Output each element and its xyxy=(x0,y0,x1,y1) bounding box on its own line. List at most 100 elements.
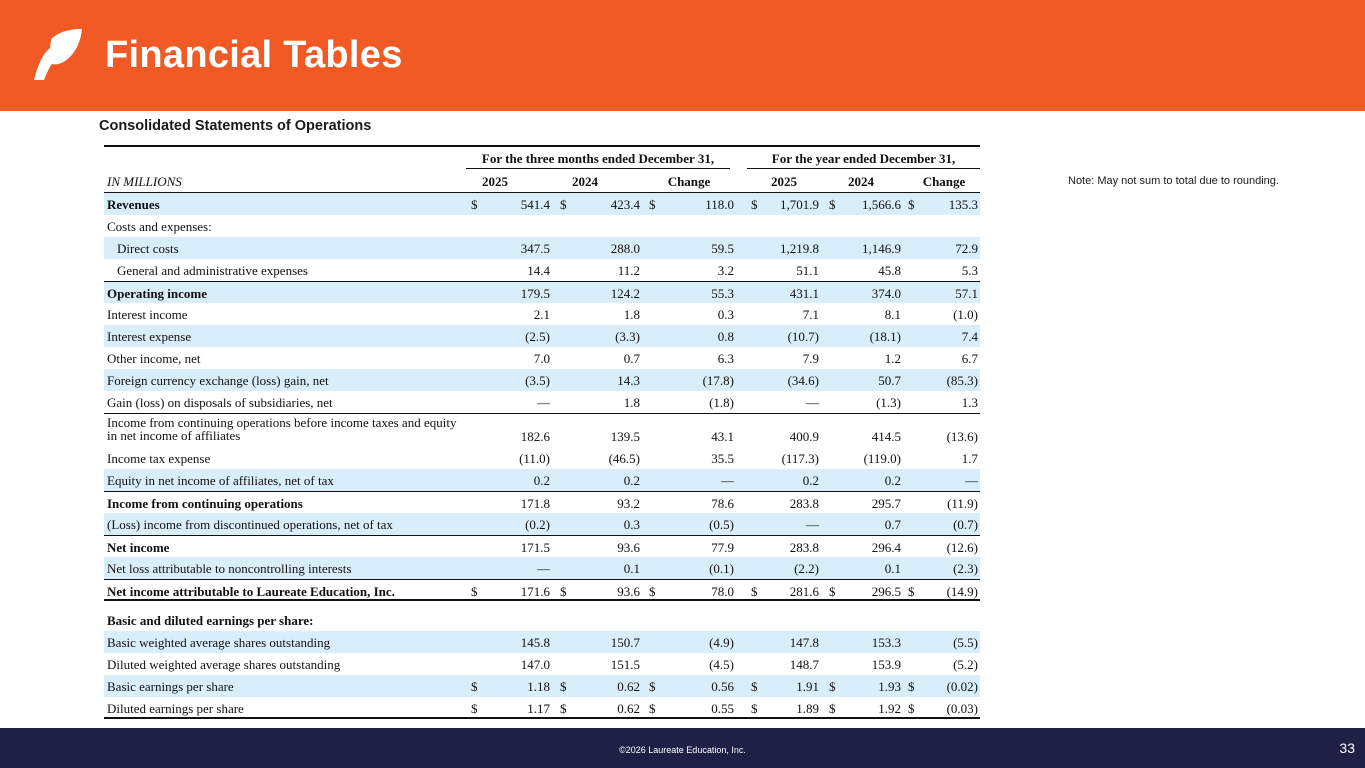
table-cell: 147.8 xyxy=(789,635,819,650)
table-cell: (119.0) xyxy=(863,451,901,466)
dollar-sign: $ xyxy=(751,584,758,599)
table-cell: (10.7) xyxy=(787,329,819,344)
table-cell: 1,701.9 xyxy=(780,197,819,212)
dollar-sign: $ xyxy=(908,197,915,212)
table-cell: 153.9 xyxy=(871,657,901,672)
table-cell: 153.3 xyxy=(871,635,901,650)
table-row: Equity in net income of affiliates, net … xyxy=(104,469,980,491)
table-cell: 14.3 xyxy=(617,373,640,388)
table-cell: 295.7 xyxy=(871,496,901,511)
table-cell: (85.3) xyxy=(946,373,978,388)
table-cell: 3.2 xyxy=(717,263,734,278)
table-cell: 0.1 xyxy=(623,561,640,576)
table-body: Revenues $541.4 $423.4 $118.0 $1,701.9 $1,566… xyxy=(104,193,980,719)
table-cell: 135.3 xyxy=(948,197,978,212)
table-cell: 1.7 xyxy=(961,451,978,466)
table-cell: 148.7 xyxy=(789,657,819,672)
table-row: Interest income 2.1 1.8 0.3 7.1 8.1 (1.0) xyxy=(104,303,980,325)
dollar-sign: $ xyxy=(560,701,567,716)
table-cell: (1.0) xyxy=(953,307,978,322)
column-header: Change xyxy=(667,174,711,189)
table-cell: 1,566.6 xyxy=(862,197,901,212)
table-row: Income from continuing operations 171.8 93… xyxy=(104,491,980,513)
dollar-sign: $ xyxy=(560,584,567,599)
table-row: Foreign currency exchange (loss) gain, n… xyxy=(104,369,980,391)
table-cell: 0.2 xyxy=(533,473,550,488)
table-cell: 7.4 xyxy=(961,329,978,344)
quarter-group-rule xyxy=(466,168,730,169)
dollar-sign: $ xyxy=(471,701,478,716)
dollar-sign: $ xyxy=(908,584,915,599)
table-cell: (11.9) xyxy=(947,496,978,511)
row-label: Income from continuing operations xyxy=(107,496,303,511)
table-cell: (11.0) xyxy=(519,451,550,466)
dollar-sign: $ xyxy=(471,197,478,212)
column-header: 2025 xyxy=(771,174,797,189)
table-cell: 1.92 xyxy=(878,701,901,716)
table-cell: 14.4 xyxy=(527,263,550,278)
table-cell: 423.4 xyxy=(610,197,640,212)
table-cell: (0.02) xyxy=(946,679,978,694)
table-cell: 1,146.9 xyxy=(862,241,901,256)
row-label: Net income xyxy=(107,540,170,555)
table-cell: 150.7 xyxy=(610,635,640,650)
table-row: Net loss attributable to noncontrolling … xyxy=(104,557,980,579)
table-cell: 6.7 xyxy=(961,351,978,366)
table-cell: 5.3 xyxy=(961,263,978,278)
table-cell: 1.89 xyxy=(796,701,819,716)
table-cell: (34.6) xyxy=(787,373,819,388)
table-cell: 414.5 xyxy=(871,429,901,444)
table-title: Consolidated Statements of Operations xyxy=(99,118,372,134)
dollar-sign: $ xyxy=(908,679,915,694)
table-cell: (13.6) xyxy=(946,429,978,444)
table-cell: 171.5 xyxy=(520,540,550,555)
table-row: Revenues $541.4 $423.4 $118.0 $1,701.9 $1,566… xyxy=(104,193,980,215)
table-cell: (1.8) xyxy=(709,395,734,410)
row-label: Income tax expense xyxy=(107,451,211,466)
table-cell: 11.2 xyxy=(617,263,640,278)
table-cell: 145.8 xyxy=(520,635,550,650)
copyright-text: ©2026 Laureate Education, Inc. xyxy=(619,745,746,755)
dollar-sign: $ xyxy=(649,679,656,694)
table-row: Net income attributable to Laureate Educ… xyxy=(104,579,980,601)
row-label: General and administrative expenses xyxy=(117,263,308,278)
table-cell: 171.6 xyxy=(520,584,550,599)
table-row: Basic and diluted earnings per share: xyxy=(104,601,980,631)
table-cell: 35.5 xyxy=(711,451,734,466)
table-cell: 347.5 xyxy=(520,241,550,256)
row-label: Foreign currency exchange (loss) gain, n… xyxy=(107,373,329,388)
table-cell: 77.9 xyxy=(711,540,734,555)
row-label: Income from continuing operations before… xyxy=(107,415,457,443)
column-header: 2024 xyxy=(848,174,874,189)
row-label: Interest income xyxy=(107,307,188,322)
table-cell: 171.8 xyxy=(520,496,550,511)
row-label: Interest expense xyxy=(107,329,192,344)
table-cell: 0.8 xyxy=(717,329,734,344)
table-cell: 2.1 xyxy=(533,307,550,322)
table-cell: 78.0 xyxy=(711,584,734,599)
table-cell: 0.62 xyxy=(617,679,640,694)
table-cell: 51.1 xyxy=(796,263,819,278)
table-cell: 182.6 xyxy=(520,429,550,444)
table-cell: 0.7 xyxy=(884,517,901,532)
table-cell: 0.2 xyxy=(802,473,819,488)
table-row: Direct costs 347.5 288.0 59.5 1,219.8 1,146.9… xyxy=(104,237,980,259)
table-cell: 283.8 xyxy=(789,496,819,511)
table-cell: 1.17 xyxy=(527,701,550,716)
dollar-sign: $ xyxy=(471,584,478,599)
table-cell: 0.7 xyxy=(623,351,640,366)
table-cell: — xyxy=(806,395,819,410)
table-cell: 45.8 xyxy=(878,263,901,278)
column-header: 2024 xyxy=(572,174,598,189)
dollar-sign: $ xyxy=(649,701,656,716)
row-label: Diluted earnings per share xyxy=(107,701,244,716)
table-cell: 57.1 xyxy=(955,286,978,301)
table-cell: 59.5 xyxy=(711,241,734,256)
table-cell: (3.3) xyxy=(615,329,640,344)
table-cell: — xyxy=(806,517,819,532)
row-label: Diluted weighted average shares outstand… xyxy=(107,657,341,672)
table-cell: 1,219.8 xyxy=(780,241,819,256)
table-cell: 0.1 xyxy=(884,561,901,576)
table-cell: 0.2 xyxy=(884,473,901,488)
financial-table: For the three months ended December 31, … xyxy=(104,145,980,719)
